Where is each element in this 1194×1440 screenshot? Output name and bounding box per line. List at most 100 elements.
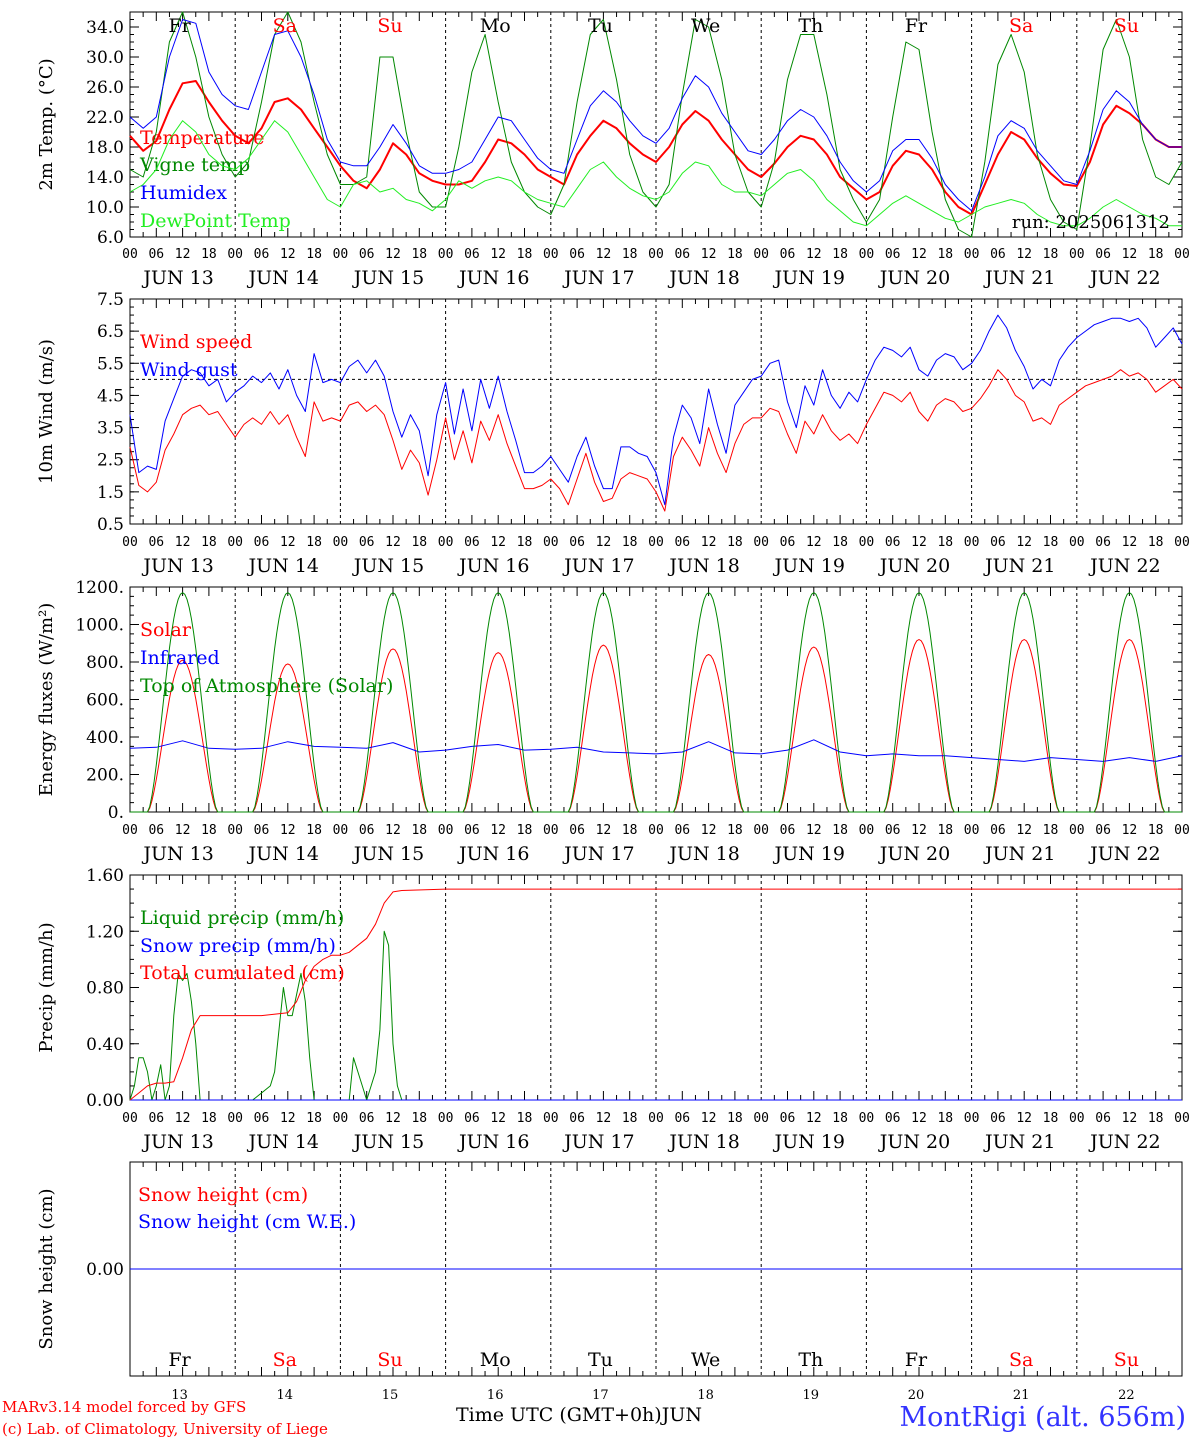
dow-label-bottom: Su	[377, 1349, 402, 1371]
date-label: JUN 21	[983, 1131, 1055, 1153]
dow-label-top: We	[691, 15, 720, 37]
hour-label: 06	[780, 535, 796, 550]
hour-label: 06	[885, 247, 901, 262]
date-label: JUN 13	[141, 1131, 213, 1153]
series-line-wind-speed	[129, 369, 1183, 512]
y-tick-label: 0.	[108, 803, 124, 823]
hour-label: 18	[622, 823, 638, 838]
hour-label: 12	[280, 823, 296, 838]
hour-label: 12	[701, 1111, 717, 1126]
series-line-dewpoint-temp	[129, 120, 1182, 227]
hour-label: 18	[201, 535, 217, 550]
hour-label: 12	[911, 1111, 927, 1126]
date-label: JUN 13	[141, 267, 213, 289]
hour-label: 12	[175, 247, 191, 262]
date-label: JUN 19	[773, 843, 845, 865]
date-label: JUN 20	[878, 555, 950, 577]
hour-label: 18	[411, 1111, 427, 1126]
dow-label-top: Su	[1114, 15, 1139, 37]
hour-label: 18	[517, 535, 533, 550]
date-label: JUN 16	[457, 843, 529, 865]
y-tick-label: 800.	[86, 653, 124, 673]
hour-label: 18	[201, 247, 217, 262]
hour-label: 18	[937, 1111, 953, 1126]
hour-label: 12	[806, 823, 822, 838]
y-axis-title: Snow height (cm)	[36, 1188, 57, 1349]
hour-label: 06	[885, 535, 901, 550]
date-label: JUN 17	[562, 1131, 634, 1153]
legend-solar: Solar	[140, 619, 192, 641]
hour-label: 06	[885, 1111, 901, 1126]
hour-label: 18	[1043, 823, 1059, 838]
hour-label: 00	[122, 247, 138, 262]
dow-label-bottom: We	[691, 1349, 720, 1371]
date-number: 16	[487, 1388, 504, 1403]
series-line-liquid-precip-mm-h	[129, 930, 1182, 1101]
time-axis-label: Time UTC (GMT+0h)	[456, 1404, 662, 1426]
hour-label: 18	[937, 823, 953, 838]
date-label: JUN 20	[878, 1131, 950, 1153]
series-line-temperature	[129, 80, 1182, 216]
hour-label: 12	[1122, 823, 1138, 838]
hour-label: 00	[543, 1111, 559, 1126]
hour-label: 18	[832, 1111, 848, 1126]
hour-label: 12	[596, 535, 612, 550]
hour-label: 00	[333, 247, 349, 262]
dow-label-bottom: Mo	[480, 1349, 511, 1371]
hour-label: 12	[280, 1111, 296, 1126]
hour-label: 18	[201, 823, 217, 838]
hour-label: 00	[333, 823, 349, 838]
hour-label: 00	[1174, 247, 1190, 262]
hour-label: 18	[1043, 247, 1059, 262]
hour-label: 18	[1043, 1111, 1059, 1126]
run-annotation: run: 2025061312	[1012, 212, 1170, 233]
hour-label: 12	[911, 247, 927, 262]
y-tick-label: 22.0	[86, 108, 124, 128]
hour-label: 18	[306, 823, 322, 838]
dow-label-top: Fr	[168, 15, 191, 37]
hour-label: 00	[227, 535, 243, 550]
hour-label: 00	[753, 1111, 769, 1126]
dow-label-bottom: Th	[798, 1349, 823, 1371]
date-label: JUN 22	[1088, 1131, 1160, 1153]
y-tick-label: 18.0	[86, 138, 124, 158]
hour-label: 12	[806, 1111, 822, 1126]
hour-label: 06	[148, 823, 164, 838]
hour-label: 18	[622, 247, 638, 262]
time-axis-title: Time UTC (GMT+0h)JUN	[456, 1404, 702, 1426]
y-tick-label: 600.	[86, 691, 124, 711]
hour-label: 00	[122, 1111, 138, 1126]
station-label: MontRigi (alt. 656m)	[899, 1402, 1186, 1433]
hour-label: 18	[937, 247, 953, 262]
hour-label: 18	[622, 535, 638, 550]
date-number: 18	[697, 1388, 714, 1403]
hour-label: 18	[937, 535, 953, 550]
date-number: 15	[382, 1388, 399, 1403]
month-label: JUN	[661, 1404, 702, 1426]
date-label: JUN 14	[247, 843, 319, 865]
hour-label: 00	[227, 1111, 243, 1126]
date-label: JUN 15	[352, 267, 424, 289]
y-tick-label: 0.40	[86, 1035, 124, 1055]
y-tick-label: 200.	[86, 766, 124, 786]
hour-label: 00	[333, 1111, 349, 1126]
hour-label: 00	[1174, 535, 1190, 550]
hour-label: 00	[333, 535, 349, 550]
hour-label: 18	[517, 1111, 533, 1126]
y-axis-title: 2m Temp. (°C)	[36, 58, 57, 190]
hour-label: 18	[832, 247, 848, 262]
date-label: JUN 18	[667, 843, 739, 865]
hour-label: 06	[1095, 823, 1111, 838]
date-label: JUN 13	[141, 555, 213, 577]
hour-label: 18	[727, 247, 743, 262]
dow-label-bottom: Sa	[1009, 1349, 1033, 1371]
hour-label: 12	[596, 823, 612, 838]
hour-label: 00	[753, 535, 769, 550]
hour-label: 06	[464, 535, 480, 550]
legend-vigne-temp: Vigne temp	[139, 154, 250, 176]
legend-temperature: Temperature	[140, 127, 264, 149]
y-tick-label: 6.5	[97, 322, 124, 342]
hour-label: 12	[911, 535, 927, 550]
y-tick-label: 0.80	[86, 979, 124, 999]
dow-label-bottom: Sa	[273, 1349, 297, 1371]
